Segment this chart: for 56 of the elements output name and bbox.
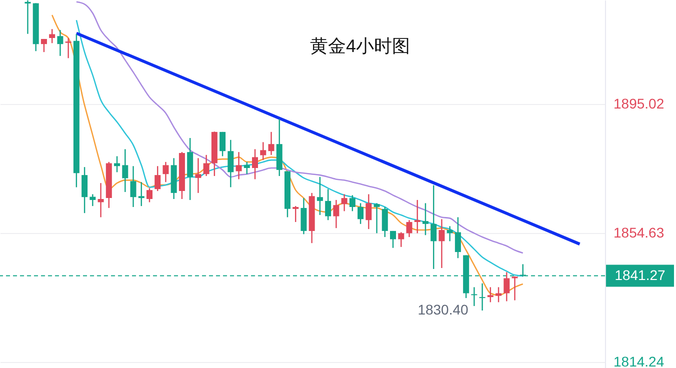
candlestick — [138, 181, 144, 207]
candlestick — [228, 139, 234, 188]
candlestick — [471, 286, 478, 307]
candlestick — [244, 161, 250, 175]
candlestick — [358, 202, 364, 225]
candlestick — [398, 232, 404, 248]
candlestick — [325, 188, 332, 221]
candlestick — [82, 166, 88, 214]
candlestick — [341, 194, 348, 212]
candlestick — [252, 148, 258, 180]
candlestick — [414, 199, 420, 234]
candlestick — [446, 226, 453, 242]
candlestick — [487, 286, 494, 303]
candlestick — [512, 276, 518, 301]
candlestick — [333, 199, 340, 229]
candlestick — [292, 205, 299, 223]
candlestick — [268, 131, 274, 156]
candlestick — [390, 230, 396, 248]
candlestick — [236, 151, 242, 180]
candlestick — [454, 216, 461, 259]
candlestick — [162, 161, 169, 183]
candlestick — [260, 142, 266, 161]
candlestick — [496, 286, 502, 303]
candlestick — [422, 202, 428, 236]
candlestick — [57, 29, 64, 57]
ref-line-label: 1841.27 — [614, 266, 666, 283]
candlestick — [349, 194, 356, 212]
candlestick — [374, 202, 380, 234]
y-tick-label: 1895.02 — [614, 96, 664, 112]
candlestick — [65, 37, 72, 59]
candlestick — [430, 184, 437, 270]
candlestick — [504, 272, 510, 302]
candlestick — [479, 282, 486, 312]
candlestick — [366, 194, 372, 230]
annotation: 1830.40 — [418, 302, 469, 318]
candlestick — [24, 0, 31, 34]
candlestick — [220, 131, 226, 157]
candlestick — [438, 218, 445, 269]
candlestick — [40, 38, 47, 53]
candlestick — [316, 176, 323, 216]
candlestick — [154, 166, 161, 192]
y-tick-label: 1814.24 — [614, 354, 664, 368]
candlestick — [49, 28, 56, 44]
candlestick — [90, 194, 96, 207]
candlestick — [146, 188, 152, 203]
candlestick — [203, 154, 210, 177]
candlestick — [130, 166, 136, 208]
y-tick-label: 1854.63 — [614, 224, 664, 241]
text: 黄金4小时图 — [310, 36, 410, 56]
candlestick — [114, 156, 120, 173]
candlestick — [406, 219, 412, 238]
candlestick — [122, 148, 128, 193]
candlestick — [300, 197, 307, 235]
candlestick — [195, 158, 202, 194]
candlestick — [382, 206, 388, 238]
candlestick — [98, 182, 104, 218]
